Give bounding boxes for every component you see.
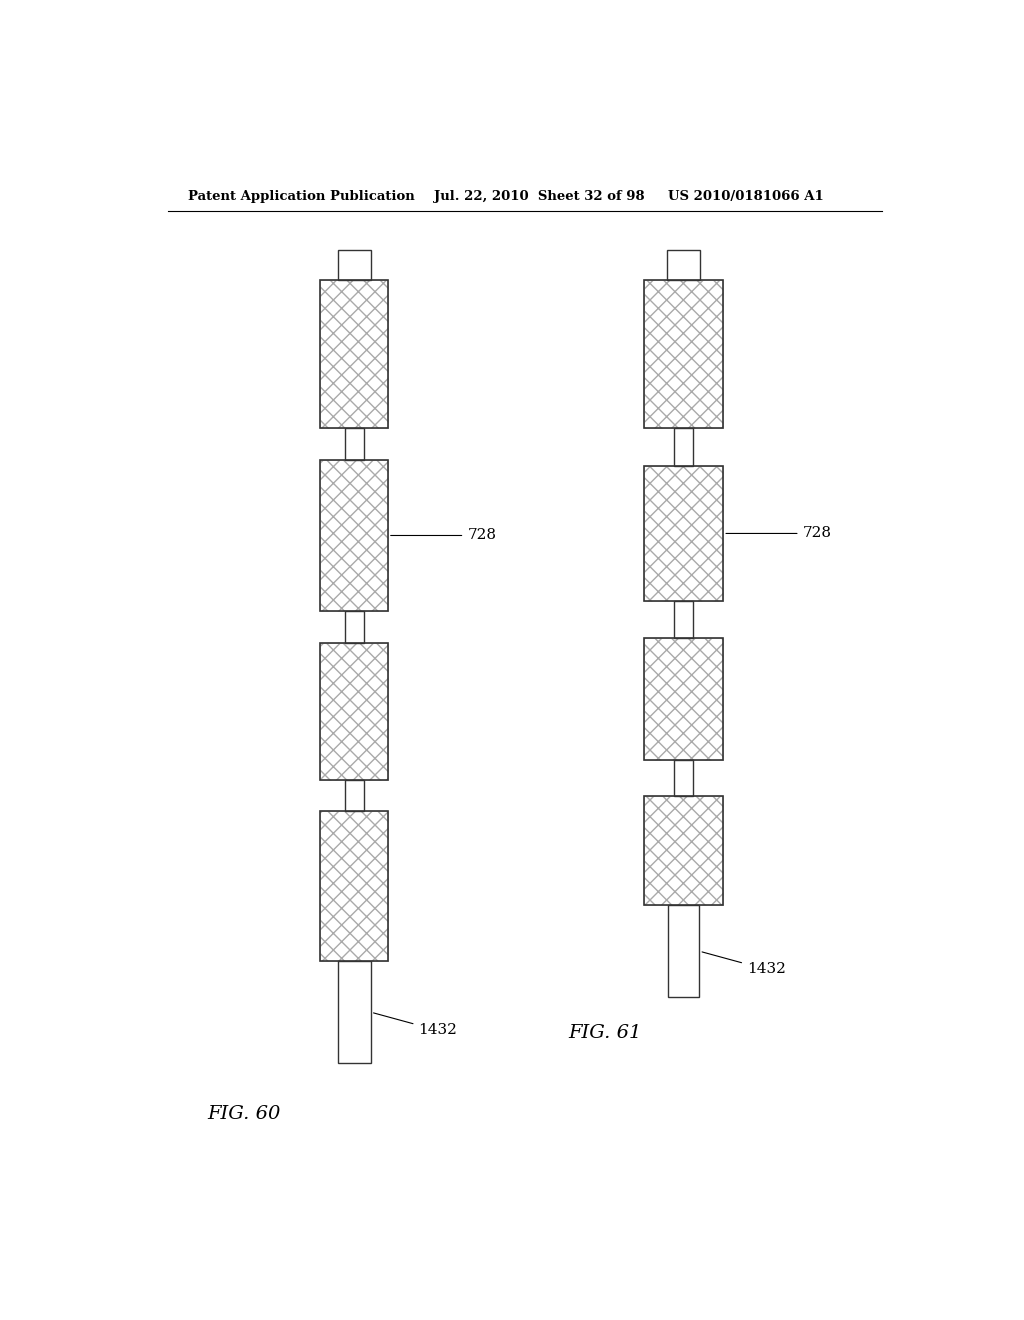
Bar [321, 643, 388, 780]
Bar [338, 961, 371, 1063]
Bar [644, 466, 723, 601]
Bar [321, 280, 388, 428]
Bar [321, 461, 388, 611]
Text: US 2010/0181066 A1: US 2010/0181066 A1 [668, 190, 823, 202]
Text: 1432: 1432 [374, 1012, 458, 1038]
Bar [674, 760, 693, 796]
Text: Jul. 22, 2010  Sheet 32 of 98: Jul. 22, 2010 Sheet 32 of 98 [433, 190, 644, 202]
Bar [644, 796, 723, 906]
Bar [321, 461, 388, 611]
Bar [338, 249, 371, 280]
Bar [644, 638, 723, 760]
Bar [644, 638, 723, 760]
Bar [644, 796, 723, 906]
Bar [321, 643, 388, 780]
Bar [644, 638, 723, 760]
Bar [644, 796, 723, 906]
Bar [345, 611, 364, 643]
Bar [674, 601, 693, 638]
Bar [644, 280, 723, 428]
Bar [667, 249, 700, 280]
Bar [345, 428, 364, 461]
Text: 728: 728 [726, 527, 831, 540]
Bar [321, 280, 388, 428]
Bar [321, 643, 388, 780]
Bar [644, 280, 723, 428]
Bar [674, 428, 693, 466]
Text: 1432: 1432 [702, 952, 785, 977]
Bar [644, 466, 723, 601]
Bar [668, 906, 699, 997]
Text: 728: 728 [391, 528, 497, 543]
Bar [321, 810, 388, 961]
Text: Patent Application Publication: Patent Application Publication [187, 190, 415, 202]
Bar [644, 280, 723, 428]
Text: FIG. 61: FIG. 61 [568, 1023, 642, 1041]
Text: FIG. 60: FIG. 60 [207, 1105, 281, 1123]
Bar [321, 280, 388, 428]
Bar [321, 810, 388, 961]
Bar [345, 780, 364, 810]
Bar [644, 466, 723, 601]
Bar [321, 810, 388, 961]
Bar [321, 461, 388, 611]
